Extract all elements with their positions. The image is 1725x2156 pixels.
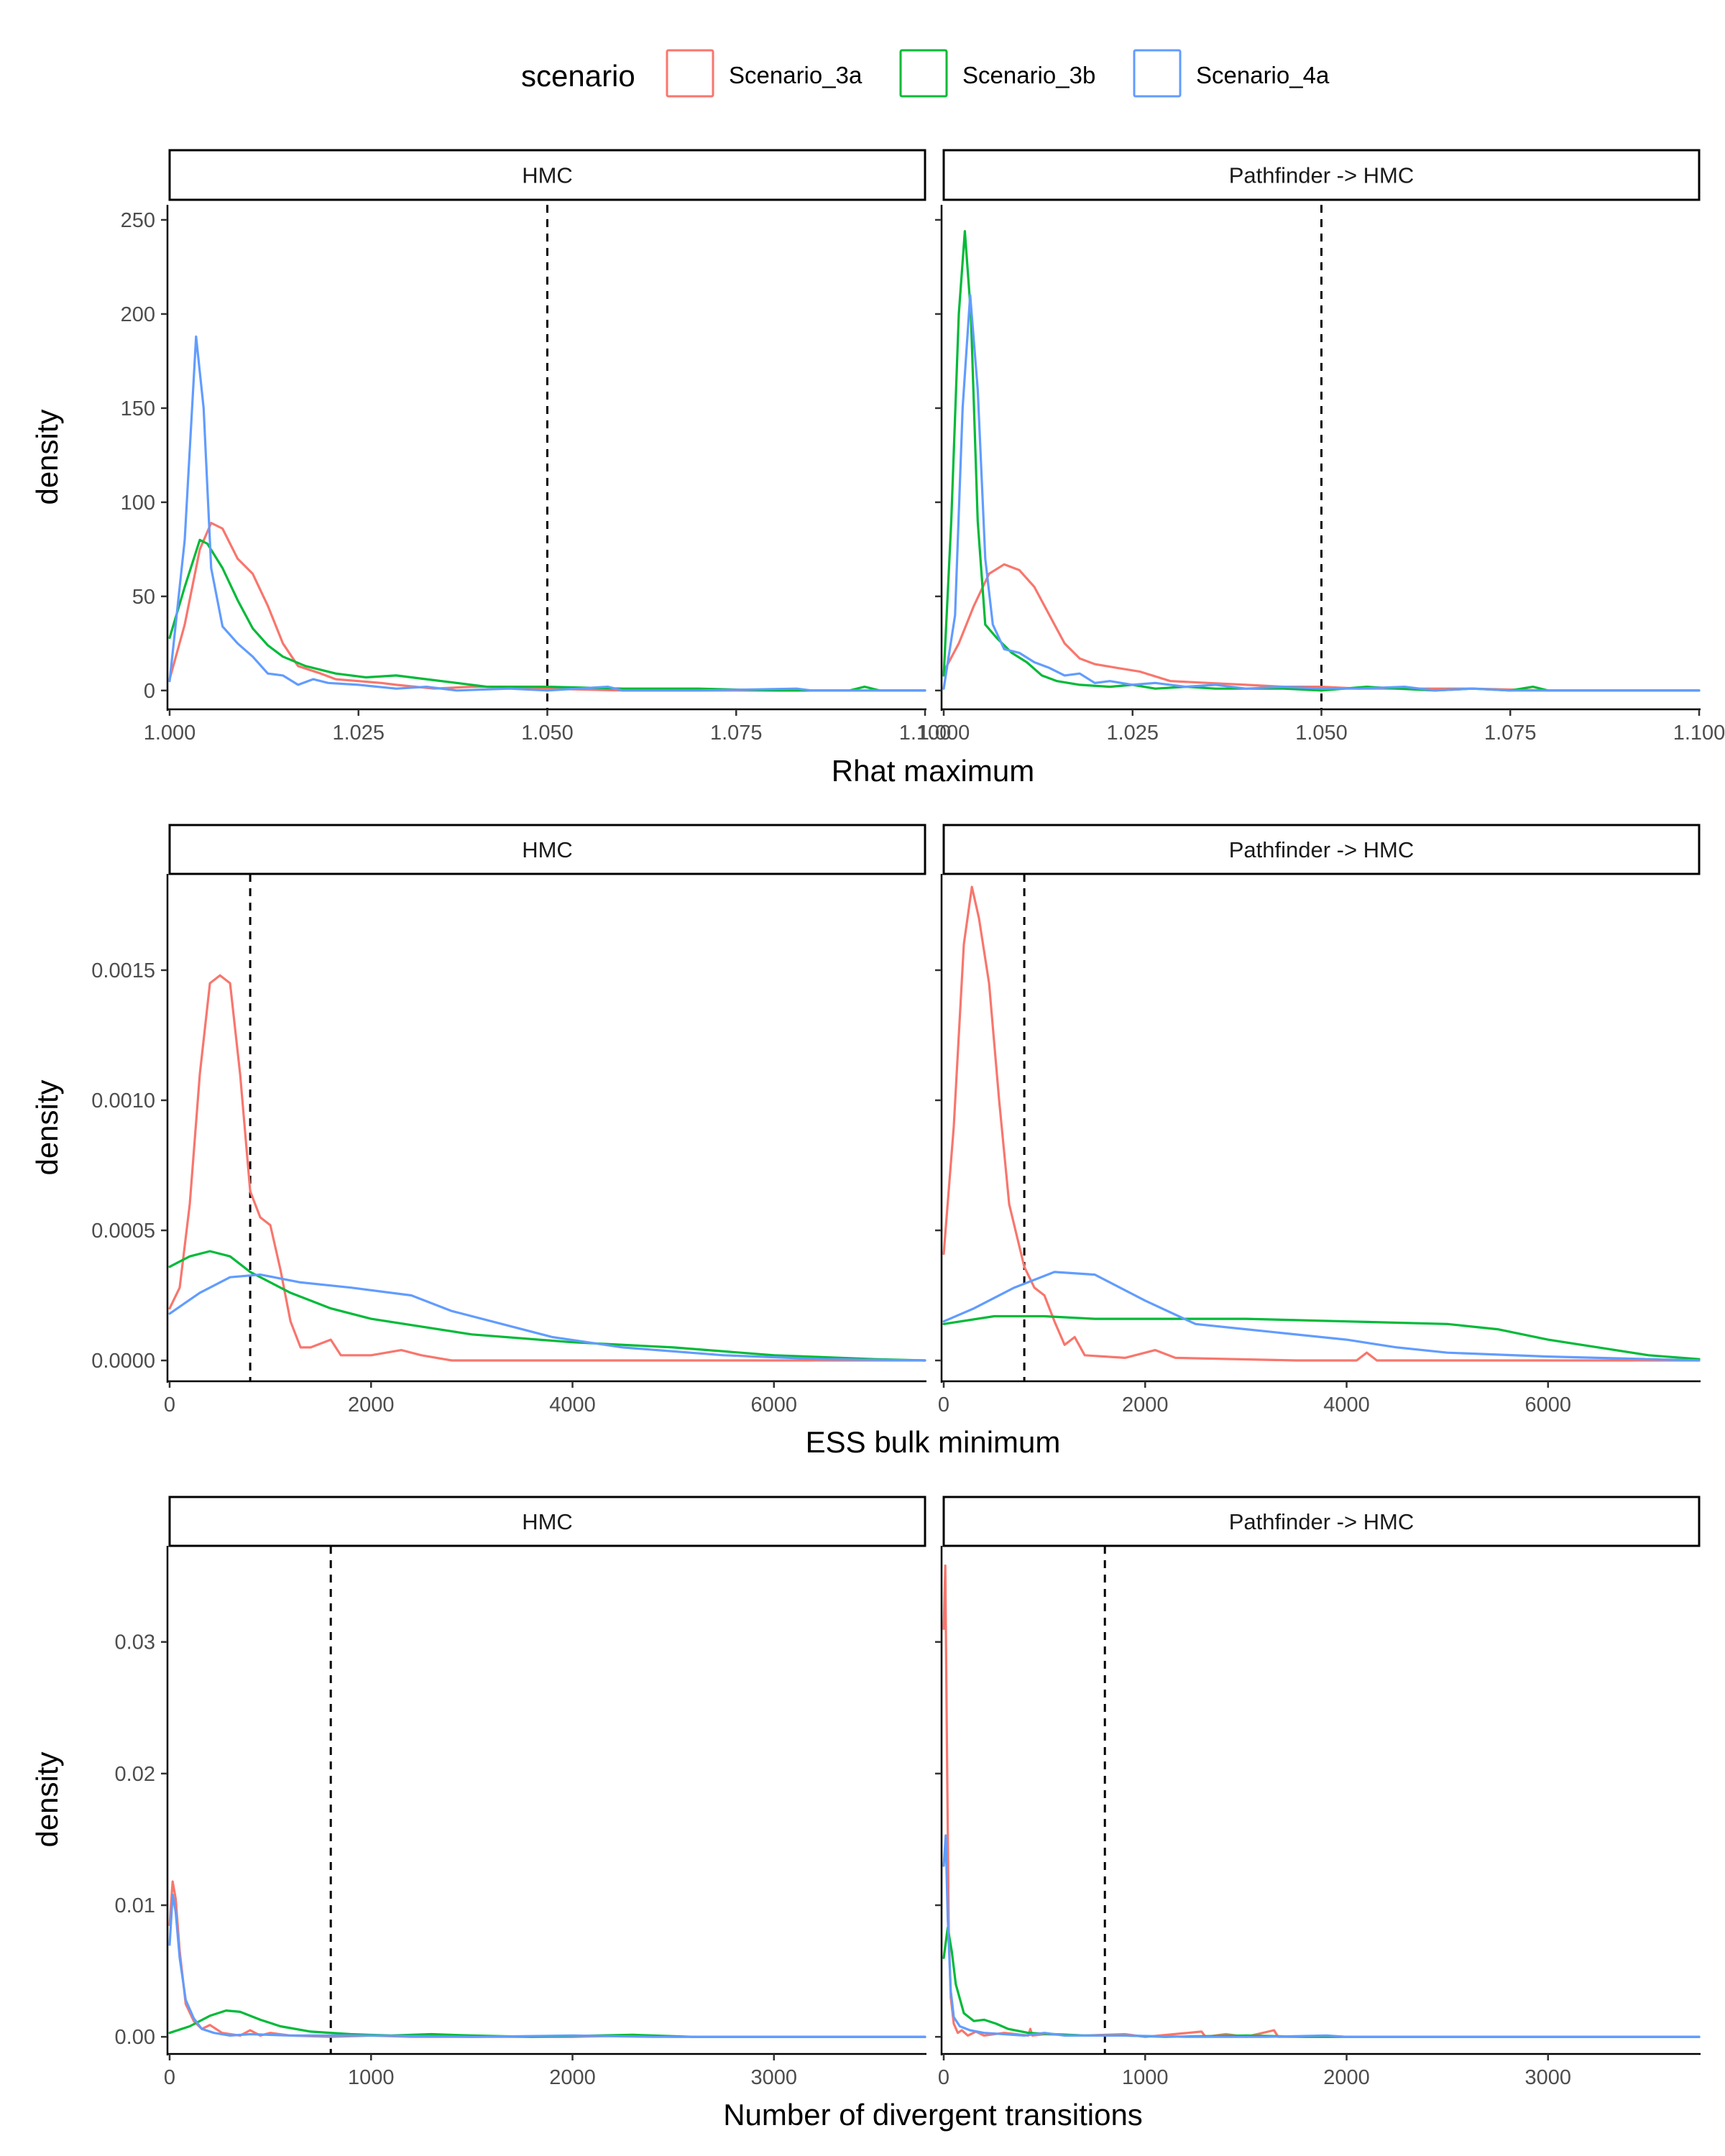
x-tick-label: 2000 <box>1323 2066 1370 2089</box>
facet-strip-label: Pathfinder -> HMC <box>1229 1509 1414 1534</box>
facet-strip <box>942 824 1701 875</box>
x-tick-label: 3000 <box>1525 2066 1572 2089</box>
x-tick-label: 1000 <box>348 2066 395 2089</box>
x-tick-label: 1.025 <box>1106 722 1159 745</box>
y-tick-label: 0.0000 <box>91 1350 155 1373</box>
x-axis-title: Rhat maximum <box>832 754 1034 788</box>
density-line-scenario_4a <box>168 335 926 692</box>
facet-rows: HMC 0 50 100 150 200 250 1.000 1.025 1.050 1.075 1.… <box>30 149 1725 2132</box>
x-tick-label: 0 <box>164 2066 175 2089</box>
legend: scenario Scenario_3a Scenario_3b Scenario_… <box>521 49 1330 98</box>
y-tick-label: 0.02 <box>115 1763 155 1786</box>
x-tick-label: 1.100 <box>899 722 952 745</box>
facet-strip-label: HMC <box>522 163 573 188</box>
x-tick-label: 1.100 <box>1673 722 1725 745</box>
density-line-scenario_4a <box>942 294 1701 692</box>
density-line-scenario_4a <box>942 1834 1701 2038</box>
facet-strip-label: Pathfinder -> HMC <box>1229 163 1414 188</box>
x-tick-label: 1.000 <box>918 722 970 745</box>
density-line-scenario_3a <box>942 885 1701 1362</box>
panel-row2-col2: Pathfinder -> HMC 0 2000 4000 6000 <box>935 824 1701 1416</box>
x-tick-label: 6000 <box>751 1393 798 1416</box>
facet-strip <box>168 1496 926 1547</box>
facet-strip <box>942 1496 1701 1547</box>
x-tick-label: 3000 <box>751 2066 798 2089</box>
x-tick-label: 0 <box>938 1393 949 1416</box>
facet-strip-label: Pathfinder -> HMC <box>1229 837 1414 862</box>
y-tick-label: 0.0010 <box>91 1089 155 1112</box>
y-tick-label: 50 <box>132 586 155 609</box>
legend-label-scenario_3b: Scenario_3b <box>962 62 1095 88</box>
y-axis-title: density <box>30 409 64 505</box>
density-line-scenario_3b <box>168 1250 926 1362</box>
legend-label-scenario_3a: Scenario_3a <box>729 62 862 88</box>
y-axis-title: density <box>30 1079 64 1175</box>
y-tick-label: 0.00 <box>115 2026 155 2049</box>
x-tick-label: 2000 <box>348 1393 395 1416</box>
x-tick-label: 1.050 <box>521 722 574 745</box>
y-tick-label: 150 <box>121 397 155 420</box>
x-tick-label: 1.050 <box>1295 722 1348 745</box>
density-line-scenario_4a <box>168 1893 926 2038</box>
x-tick-label: 4000 <box>549 1393 596 1416</box>
facet-strip-label: HMC <box>522 837 573 862</box>
legend-title: scenario <box>521 59 635 93</box>
y-tick-label: 0.0015 <box>91 959 155 982</box>
x-tick-label: 1000 <box>1122 2066 1169 2089</box>
y-tick-label: 0.03 <box>115 1631 155 1654</box>
density-line-scenario_4a <box>168 1273 926 1362</box>
y-tick-label: 0.01 <box>115 1894 155 1917</box>
density-line-scenario_3b <box>942 1314 1701 1360</box>
x-axis-title: ESS bulk minimum <box>806 1425 1061 1459</box>
x-tick-label: 0 <box>164 1393 175 1416</box>
y-tick-label: 0.0005 <box>91 1220 155 1243</box>
panel-row2-col1: HMC 0.0000 0.0005 0.0010 0.0015 0 2000 4000 6000 <box>91 824 926 1416</box>
density-line-scenario_3a <box>168 974 926 1362</box>
x-axis-title: Number of divergent transitions <box>723 2098 1143 2132</box>
density-line-scenario_4a <box>942 1271 1701 1362</box>
x-tick-label: 2000 <box>1122 1393 1169 1416</box>
x-tick-label: 1.075 <box>1484 722 1537 745</box>
y-tick-label: 200 <box>121 303 155 326</box>
facet-strip <box>168 149 926 201</box>
y-tick-label: 0 <box>144 680 155 703</box>
facet-row-2: HMC 0.0000 0.0005 0.0010 0.0015 0 2000 4000 6000… <box>30 824 1701 1459</box>
facet-row-1: HMC 0 50 100 150 200 250 1.000 1.025 1.050 1.075 1.… <box>30 149 1725 788</box>
x-tick-label: 1.075 <box>710 722 763 745</box>
y-axis-title: density <box>30 1751 64 1847</box>
legend-key-scenario_3b <box>899 49 948 98</box>
x-tick-label: 2000 <box>549 2066 596 2089</box>
x-tick-label: 0 <box>938 2066 949 2089</box>
x-tick-label: 4000 <box>1323 1393 1370 1416</box>
panel-row3-col1: HMC 0.00 0.01 0.02 0.03 0 1000 2000 3000 <box>115 1496 926 2089</box>
x-tick-label: 1.025 <box>332 722 385 745</box>
panel-row1-col1: HMC 0 50 100 150 200 250 1.000 1.025 1.050 1.075 1.… <box>121 149 952 745</box>
legend-key-scenario_4a <box>1133 49 1182 98</box>
facet-strip <box>942 149 1701 201</box>
legend-label-scenario_4a: Scenario_4a <box>1196 62 1330 88</box>
facet-strip-label: HMC <box>522 1509 573 1534</box>
x-tick-label: 6000 <box>1525 1393 1572 1416</box>
y-tick-label: 100 <box>121 492 155 515</box>
y-tick-label: 250 <box>121 209 155 232</box>
panel-row1-col2: Pathfinder -> HMC 1.000 1.025 1.050 1.075 1.1… <box>918 149 1725 745</box>
legend-key-scenario_3a <box>666 49 714 98</box>
density-line-scenario_3b <box>168 538 926 692</box>
x-tick-label: 1.000 <box>144 722 196 745</box>
panel-row3-col2: Pathfinder -> HMC 0 1000 2000 3000 <box>935 1496 1701 2089</box>
facet-strip <box>168 824 926 875</box>
